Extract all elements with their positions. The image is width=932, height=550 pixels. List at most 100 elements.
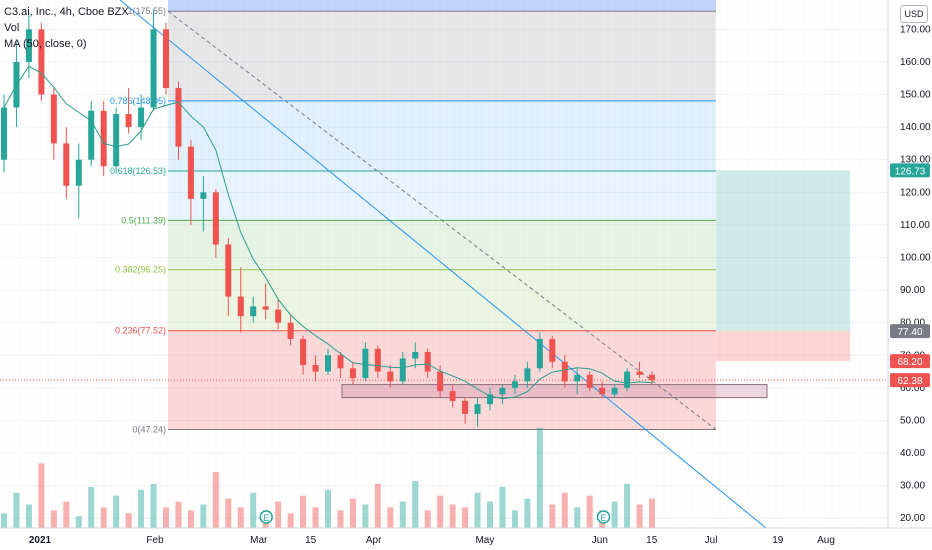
candle-body (462, 400, 469, 414)
candle (212, 189, 219, 258)
fib-level-label: 0(47.24) (132, 424, 166, 434)
y-tick-label: 160.00 (900, 57, 931, 68)
candle-body (100, 110, 107, 167)
volume-legend[interactable]: Vol (4, 22, 20, 34)
candle-body (75, 159, 82, 186)
candle (150, 9, 157, 111)
volume-bar (250, 492, 257, 528)
position-stop-zone (716, 331, 850, 362)
candle-body (187, 146, 194, 199)
downtrend-line (119, 0, 767, 529)
x-tick-label: 19 (772, 535, 784, 546)
candle (225, 237, 232, 317)
volume-bar (511, 510, 518, 528)
x-tick-label: May (475, 535, 494, 546)
volume-bar (437, 495, 444, 528)
candle (125, 88, 132, 134)
candle-body (574, 374, 581, 382)
volume-bar (524, 498, 531, 528)
candle-body (349, 368, 356, 379)
candle-body (1, 107, 7, 160)
candle (138, 94, 145, 141)
candle (387, 365, 394, 388)
candle (574, 368, 581, 395)
earnings-marker: E (596, 510, 611, 524)
volume-bar (38, 463, 45, 528)
candle (75, 143, 82, 219)
candle (624, 368, 631, 392)
symbol-title[interactable]: C3.ai, Inc., 4h, Cboe BZX (4, 6, 129, 18)
price-tag: 126.73 (890, 163, 930, 178)
candle-body (225, 244, 232, 297)
candle (412, 342, 419, 369)
candle (163, 22, 169, 95)
candle (200, 176, 207, 232)
earnings-marker: E (259, 510, 273, 524)
volume-bar (275, 501, 282, 528)
volume-bar (611, 501, 618, 528)
candle (499, 384, 506, 405)
fib-zone (168, 171, 716, 221)
candle-body (387, 371, 394, 382)
plot-background (0, 0, 888, 528)
price-tag-label: 126.73 (895, 166, 926, 177)
volume-bar (63, 501, 70, 528)
candle-body (487, 394, 493, 405)
y-tick-label: 170.00 (900, 24, 931, 35)
candle-body (561, 361, 568, 382)
volume-bar (412, 480, 419, 528)
candle (88, 101, 95, 167)
candle-body (424, 352, 431, 372)
candle (362, 342, 369, 382)
price-tag: 68.20 (890, 354, 930, 369)
volume-bar (374, 483, 381, 528)
fib-level-label: 0.5(111.39) (121, 215, 166, 225)
chart-legend: C3.ai, Inc., 4h, Cboe BZX Vol MA (50, cl… (4, 4, 129, 52)
price-tag-box (890, 324, 930, 339)
volume-bar (13, 492, 20, 528)
candle-body (399, 358, 406, 382)
volume-bar (75, 516, 82, 528)
candle-body (113, 114, 120, 167)
candle (487, 387, 493, 411)
candle (611, 384, 618, 398)
candle-body (325, 355, 331, 372)
fib-zone (168, 220, 716, 270)
candle-body (312, 365, 319, 372)
time-axis-background (0, 528, 932, 550)
volume-bar (125, 513, 132, 528)
x-tick-label: Aug (817, 535, 835, 546)
volume-bar (449, 504, 456, 528)
volume-bar (150, 483, 157, 528)
candle-body (337, 355, 344, 369)
fib-level-label: 0.236(77.52) (115, 326, 166, 336)
candle (175, 81, 182, 160)
candle-body (412, 352, 419, 359)
y-tick-label: 120.00 (900, 187, 931, 198)
candle (275, 299, 282, 330)
ma-legend[interactable]: MA (50, close, 0) (4, 38, 87, 50)
y-tick-label: 80.00 (900, 318, 925, 329)
volume-bar (349, 498, 356, 528)
candle-body (636, 371, 643, 375)
x-tick-label: 2021 (29, 535, 52, 546)
fib-trend-line (167, 10, 717, 430)
currency-button[interactable]: USD (900, 5, 928, 23)
volume-bar (337, 510, 344, 528)
candle-body (200, 192, 207, 199)
y-tick-label: 150.00 (900, 90, 931, 101)
fib-zone (168, 269, 716, 331)
candle-body (449, 391, 456, 401)
candle (636, 361, 643, 379)
y-tick-label: 100.00 (900, 252, 931, 263)
fib-zone (168, 11, 716, 101)
volume-bar (100, 507, 107, 528)
y-tick-label: 90.00 (900, 285, 925, 296)
x-tick-label: 15 (646, 535, 658, 546)
candle (100, 101, 107, 176)
x-tick-label: Mar (250, 535, 268, 546)
candle-body (212, 192, 219, 245)
volume-bar (624, 483, 631, 528)
